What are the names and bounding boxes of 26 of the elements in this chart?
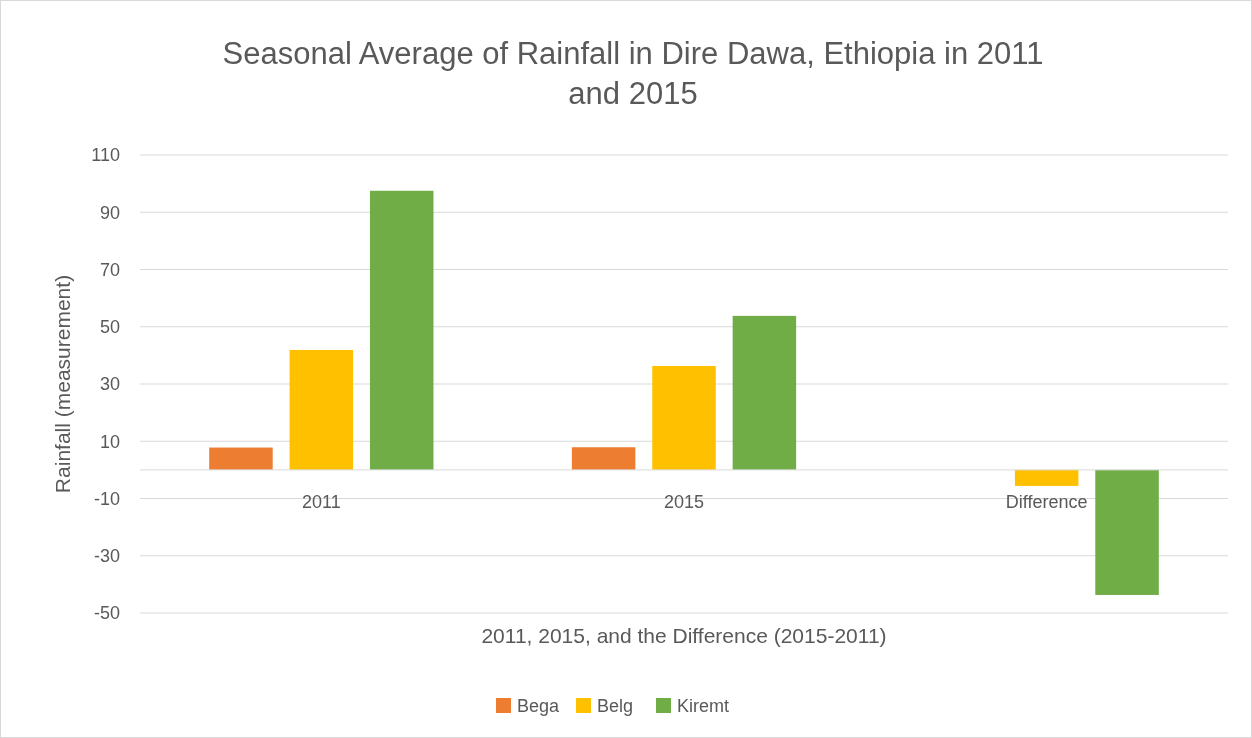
bar [1014, 469, 1079, 486]
y-axis-title: Rainfall (measurement) [51, 274, 74, 494]
bar [732, 315, 797, 470]
chart-title: Seasonal Average of Rainfall in Dire Dawa, Ethiopia in 2011 and 2015 [222, 36, 1044, 111]
bar [1095, 469, 1159, 595]
legend-label: Bega [517, 696, 561, 717]
y-tick-label: -30 [93, 546, 120, 567]
x-tick-label: 2011 [301, 491, 341, 512]
y-tick-label: -50 [93, 603, 120, 624]
y-tick-label: 90 [99, 202, 120, 223]
legend-label: Kiremt [677, 696, 730, 717]
legend-label: Belg [597, 696, 634, 717]
y-tick-label: 30 [99, 374, 120, 395]
y-tick-label: -10 [93, 488, 120, 509]
x-tick-label: 2015 [663, 491, 705, 512]
y-tick-label: 70 [99, 259, 120, 280]
bar [652, 365, 716, 470]
bar [369, 190, 434, 470]
bar [289, 349, 354, 470]
y-tick-label: 10 [99, 431, 120, 452]
y-tick-label: 110 [91, 145, 120, 166]
bar [209, 447, 273, 470]
bar [571, 447, 636, 470]
y-tick-label: 50 [99, 317, 120, 338]
x-axis-title: 2011, 2015, and the Difference (2015-2011) [481, 624, 887, 647]
x-tick-label: Difference [1005, 491, 1088, 512]
